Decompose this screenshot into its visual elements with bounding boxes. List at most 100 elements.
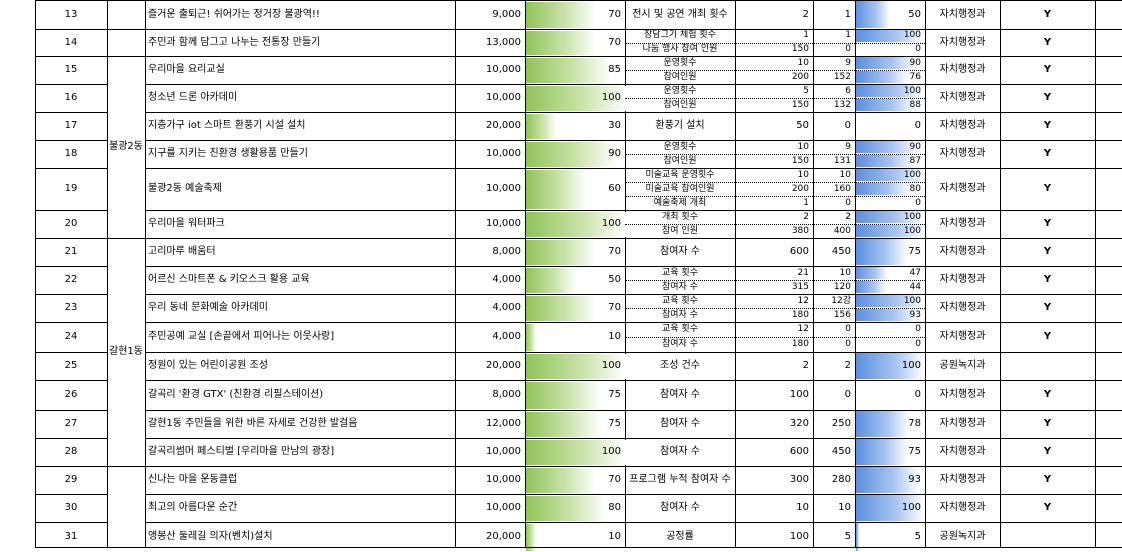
department: 자치행정과 [939, 218, 986, 229]
grid-line [35, 266, 107, 267]
grid-line [145, 112, 1122, 113]
target-actual: 0 [844, 389, 851, 400]
target-actual: 10 [839, 170, 851, 180]
row-number: 18 [64, 148, 78, 159]
progress-bar [526, 296, 596, 321]
budget-amount: 12,000 [486, 418, 521, 429]
achievement-rate: 100 [901, 360, 921, 371]
progress-bar [526, 142, 616, 167]
target-actual: 12강 [831, 296, 851, 306]
row-number: 20 [64, 218, 78, 229]
project-name: 지층가구 iot 스마트 환풍기 시설 설치 [148, 120, 306, 131]
project-name: 우리마을 워터파크 [148, 218, 225, 229]
progress-percent: 100 [601, 92, 621, 103]
yn-flag: Y [1043, 502, 1052, 513]
budget-project-table: 13 즐거운 출퇴근! 쉬어가는 정거장 불광역!! 9,000 70 전시 및 공연 … [35, 0, 1122, 551]
project-name: 어르신 스마트폰 & 키오스크 활용 교육 [148, 274, 310, 285]
target-label: 공정률 [666, 531, 694, 542]
row-number: 24 [64, 331, 78, 342]
target-goal: 320 [789, 418, 809, 429]
target-goal: 100 [789, 531, 809, 542]
grid-line [35, 0, 36, 548]
target-goal: 200 [791, 184, 809, 194]
department: 자치행정과 [939, 389, 986, 400]
target-goal: 12 [797, 296, 809, 306]
target-goal: 100 [789, 389, 809, 400]
achievement-rate-bar [856, 225, 924, 237]
target-actual: 160 [833, 184, 851, 194]
achievement-rate: 100 [903, 212, 921, 222]
achievement-rate: 50 [908, 9, 921, 20]
yn-flag: Y [1043, 246, 1052, 257]
budget-amount: 9,000 [492, 9, 521, 20]
row-number: 13 [64, 9, 78, 20]
achievement-rate: 78 [908, 418, 921, 429]
grid-line [145, 56, 1122, 57]
dotted-divider [625, 280, 925, 281]
progress-percent: 75 [608, 389, 621, 400]
project-name: 갈곡리썸머 페스티벌 [우리마을 만남의 광장] [148, 446, 335, 457]
grid-line [35, 140, 107, 141]
target-label: 개최 횟수 [662, 212, 698, 222]
achievement-rate: 93 [908, 474, 921, 485]
progress-bar [526, 268, 576, 293]
target-label: 교육 횟수 [662, 324, 698, 334]
yn-flag: Y [1043, 92, 1052, 103]
department: 자치행정과 [939, 474, 986, 485]
budget-amount: 20,000 [486, 360, 521, 371]
dotted-divider [625, 224, 925, 225]
department: 자치행정과 [939, 418, 986, 429]
row-number: 23 [64, 302, 78, 313]
target-label: 장담그기 체험 횟수 [644, 30, 716, 40]
yn-flag: Y [1043, 331, 1052, 342]
achievement-rate-bar [856, 467, 919, 493]
grid-line [1095, 0, 1096, 548]
progress-percent: 100 [601, 360, 621, 371]
grid-line [107, 466, 145, 467]
target-label: 미술교육 참여인원 [645, 184, 715, 194]
row-number: 16 [64, 92, 78, 103]
target-actual: 280 [831, 474, 851, 485]
grid-line [145, 352, 1122, 353]
target-label: 환풍기 설치 [655, 120, 705, 131]
grid-line [145, 322, 1122, 323]
target-label: 운영횟수 [663, 58, 697, 68]
progress-percent: 75 [608, 418, 621, 429]
project-name: 주민공예 교실 [손끝에서 피어나는 이웃사랑] [148, 331, 335, 342]
row-number: 28 [64, 446, 78, 457]
target-goal: 5 [803, 86, 809, 96]
achievement-rate: 100 [903, 296, 921, 306]
achievement-rate-bar [856, 267, 888, 279]
grid-line [813, 0, 814, 548]
department: 공원녹지과 [939, 531, 986, 542]
target-goal: 50 [796, 120, 809, 131]
budget-amount: 10,000 [486, 92, 521, 103]
budget-amount: 8,000 [492, 246, 521, 257]
target-actual: 450 [831, 446, 851, 457]
row-number: 29 [64, 474, 78, 485]
target-label: 운영횟수 [663, 86, 697, 96]
achievement-rate-bar [856, 141, 917, 153]
achievement-rate-bar [856, 169, 924, 181]
project-name: 지구를 지키는 친환경 생활용품 만들기 [148, 148, 308, 159]
progress-percent: 70 [608, 9, 621, 20]
target-goal: 10 [797, 58, 809, 68]
row-number: 25 [64, 360, 78, 371]
row-number: 15 [64, 64, 78, 75]
dotted-divider [625, 337, 925, 338]
grid-line [145, 140, 1122, 141]
progress-percent: 85 [608, 64, 621, 75]
target-label: 교육 횟수 [662, 268, 698, 278]
budget-amount: 10,000 [486, 218, 521, 229]
budget-amount: 13,000 [486, 37, 521, 48]
grid-line [145, 29, 1122, 30]
progress-percent: 30 [608, 120, 621, 131]
target-actual: 400 [833, 226, 851, 236]
target-actual: 9 [845, 58, 851, 68]
progress-bar [526, 468, 596, 493]
project-name: 불광2동 예술축제 [148, 183, 222, 194]
progress-percent: 100 [601, 218, 621, 229]
target-actual: 152 [833, 72, 851, 82]
progress-bar [526, 524, 536, 551]
dotted-divider [625, 70, 925, 71]
